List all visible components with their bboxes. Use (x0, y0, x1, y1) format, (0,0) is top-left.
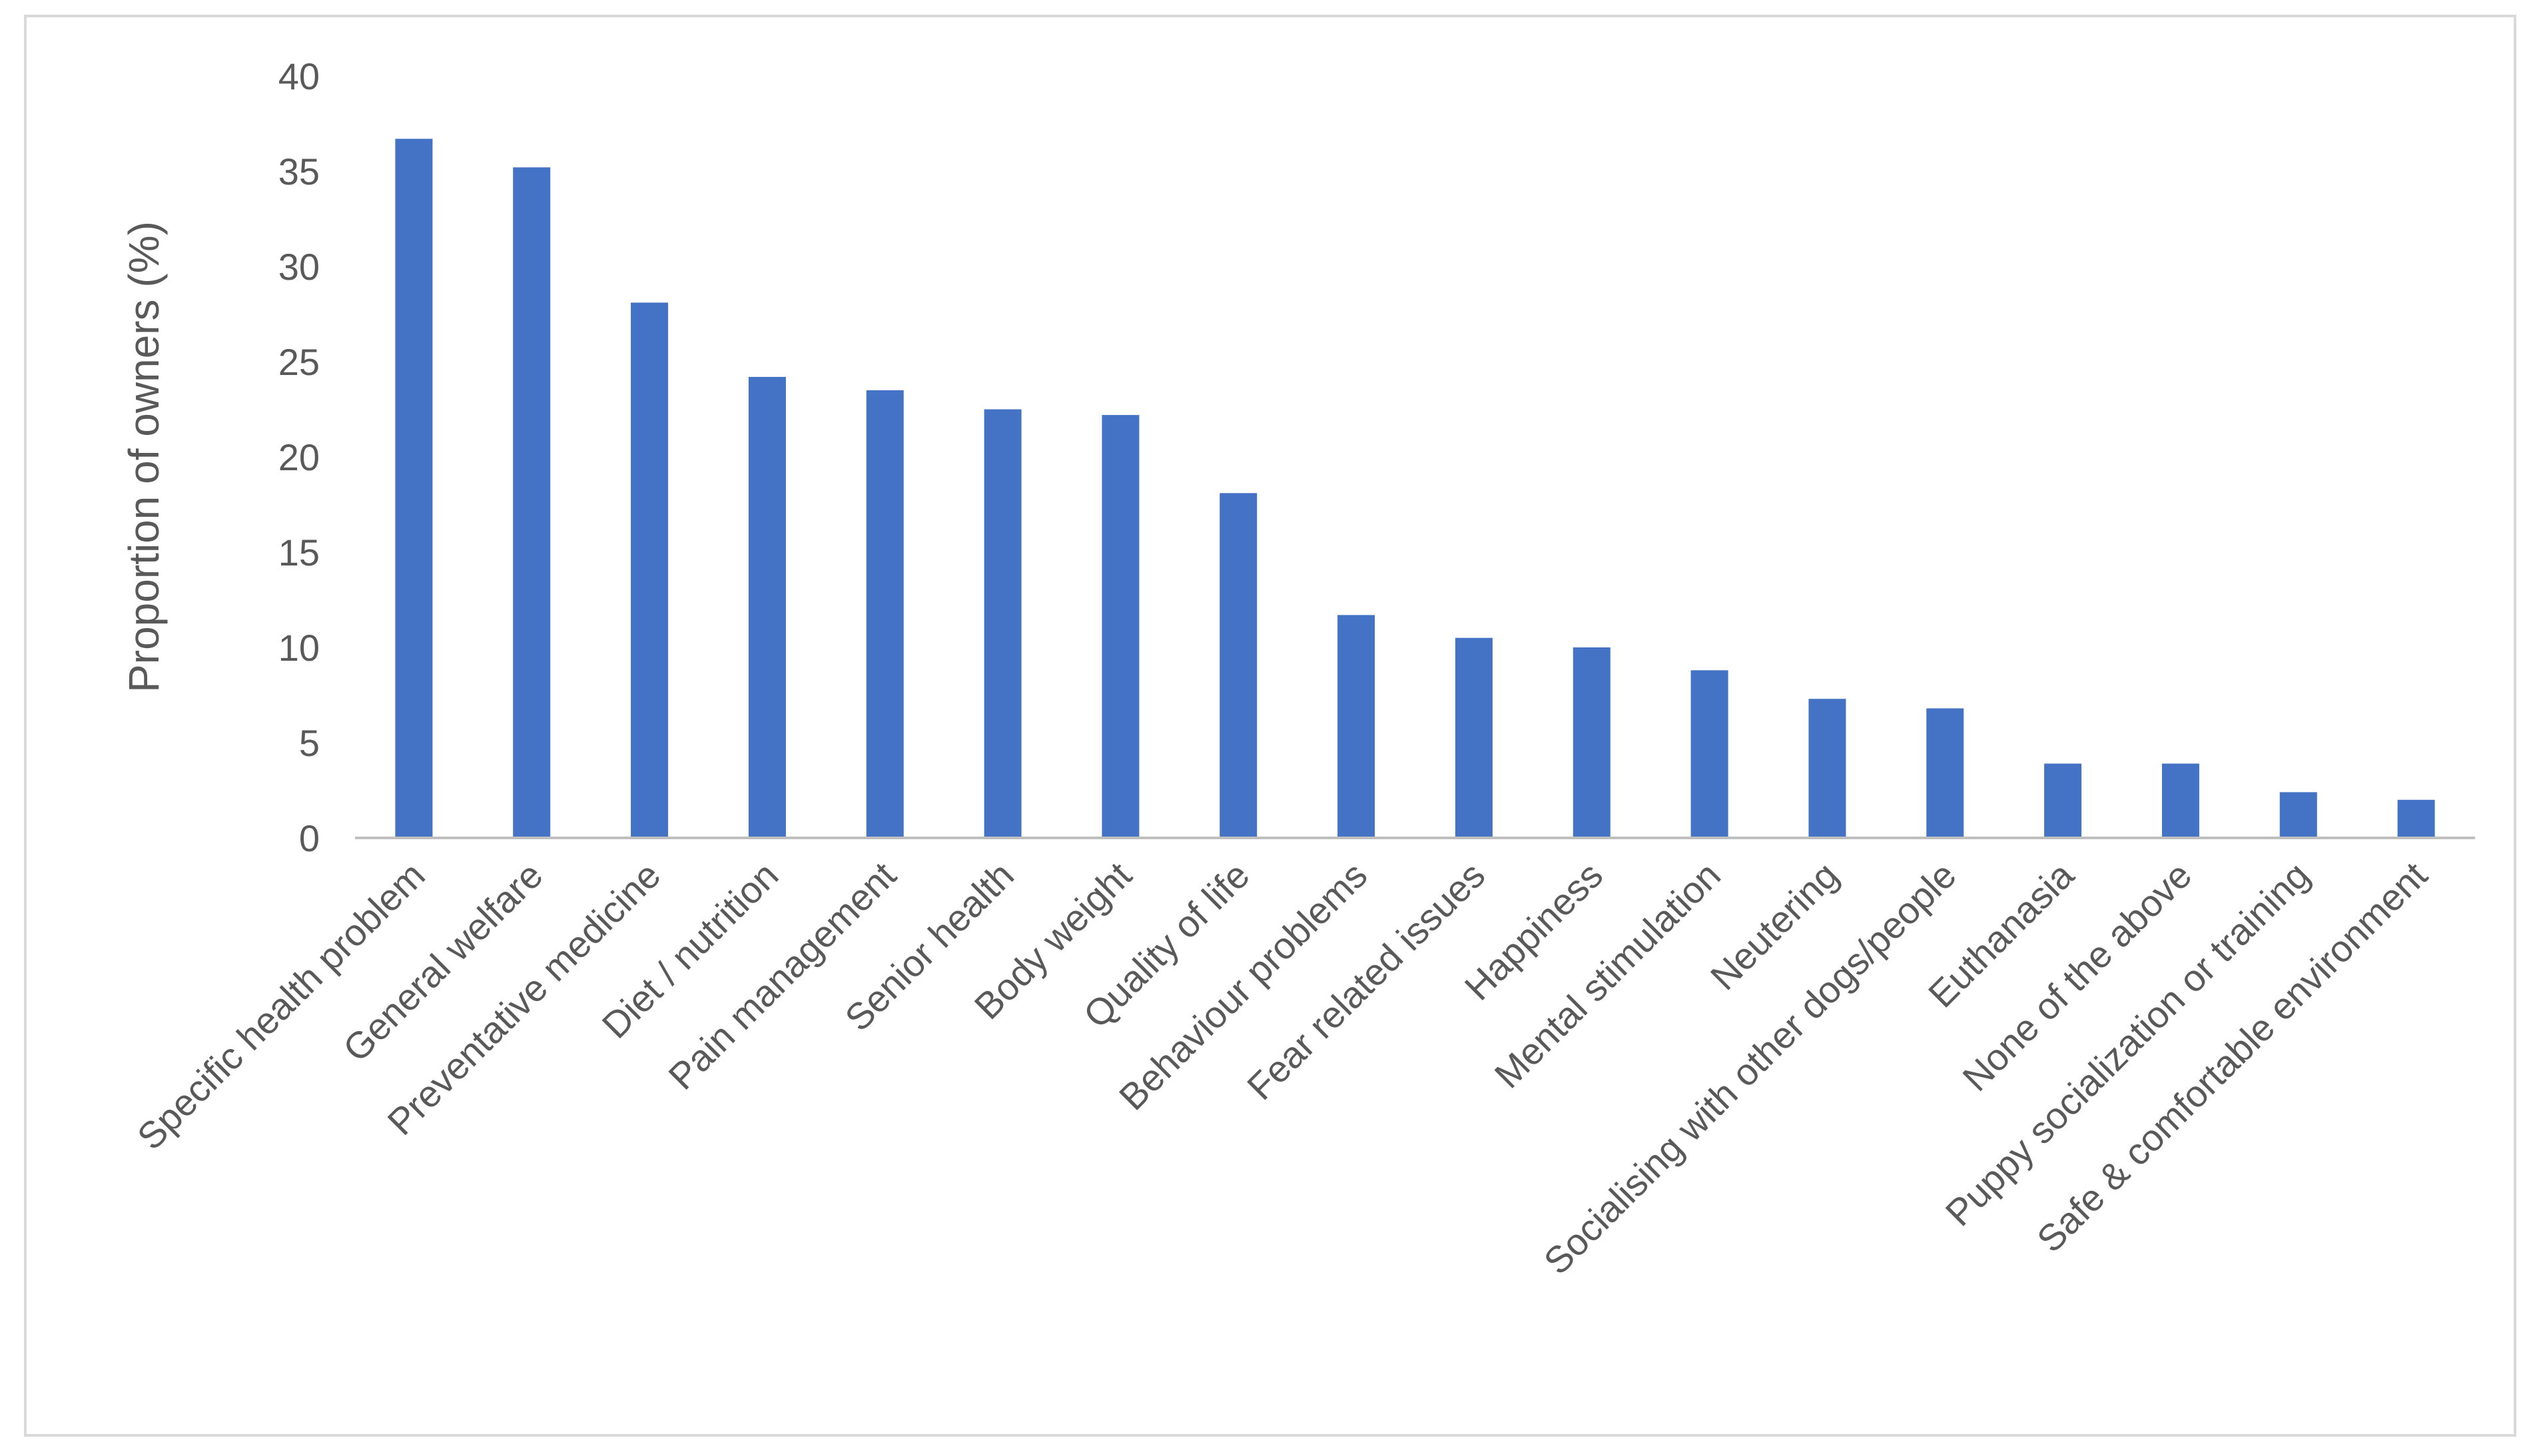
x-category-label: Socialising with other dogs/people (1535, 854, 1964, 1282)
bar (395, 139, 433, 838)
bar (2161, 763, 2199, 838)
y-tick-label: 10 (278, 627, 320, 669)
bar (1455, 637, 1493, 838)
bar (1690, 670, 1728, 838)
bar (2397, 799, 2435, 838)
bars (395, 139, 2435, 839)
y-tick-label: 20 (278, 436, 320, 478)
bar (631, 302, 669, 839)
y-tick-label: 25 (278, 341, 320, 383)
x-category-label: Pain management (660, 854, 904, 1098)
y-tick-label: 35 (278, 151, 320, 192)
y-tick-label: 5 (299, 722, 320, 764)
bar (1220, 493, 1258, 838)
bar (1808, 699, 1846, 838)
y-tick-label: 15 (278, 532, 320, 573)
bar (513, 167, 551, 838)
bar-chart: 0 5 10 15 20 25 30 35 40 Specific health problem… (120, 55, 2475, 1282)
y-tick-label: 40 (278, 55, 320, 97)
y-tick-label: 0 (299, 817, 320, 859)
x-category-label: None of the above (1954, 854, 2199, 1099)
bar (1102, 415, 1140, 838)
y-tick-label: 30 (278, 246, 320, 288)
bar (1337, 615, 1375, 838)
bar (748, 376, 786, 838)
x-category-label: Mental stimulation (1486, 854, 1728, 1096)
x-category-label: General welfare (335, 854, 551, 1070)
bar (984, 409, 1022, 838)
y-axis-title: Proportion of owners (%) (120, 221, 168, 693)
bar (2044, 763, 2082, 838)
chart-frame: 0 5 10 15 20 25 30 35 40 Specific health problem… (24, 15, 2516, 1437)
bar (2279, 792, 2317, 838)
bar (1926, 708, 1964, 838)
y-axis-ticks: 0 5 10 15 20 25 30 35 40 (278, 55, 320, 859)
bar (866, 390, 904, 838)
bar (1573, 647, 1611, 838)
